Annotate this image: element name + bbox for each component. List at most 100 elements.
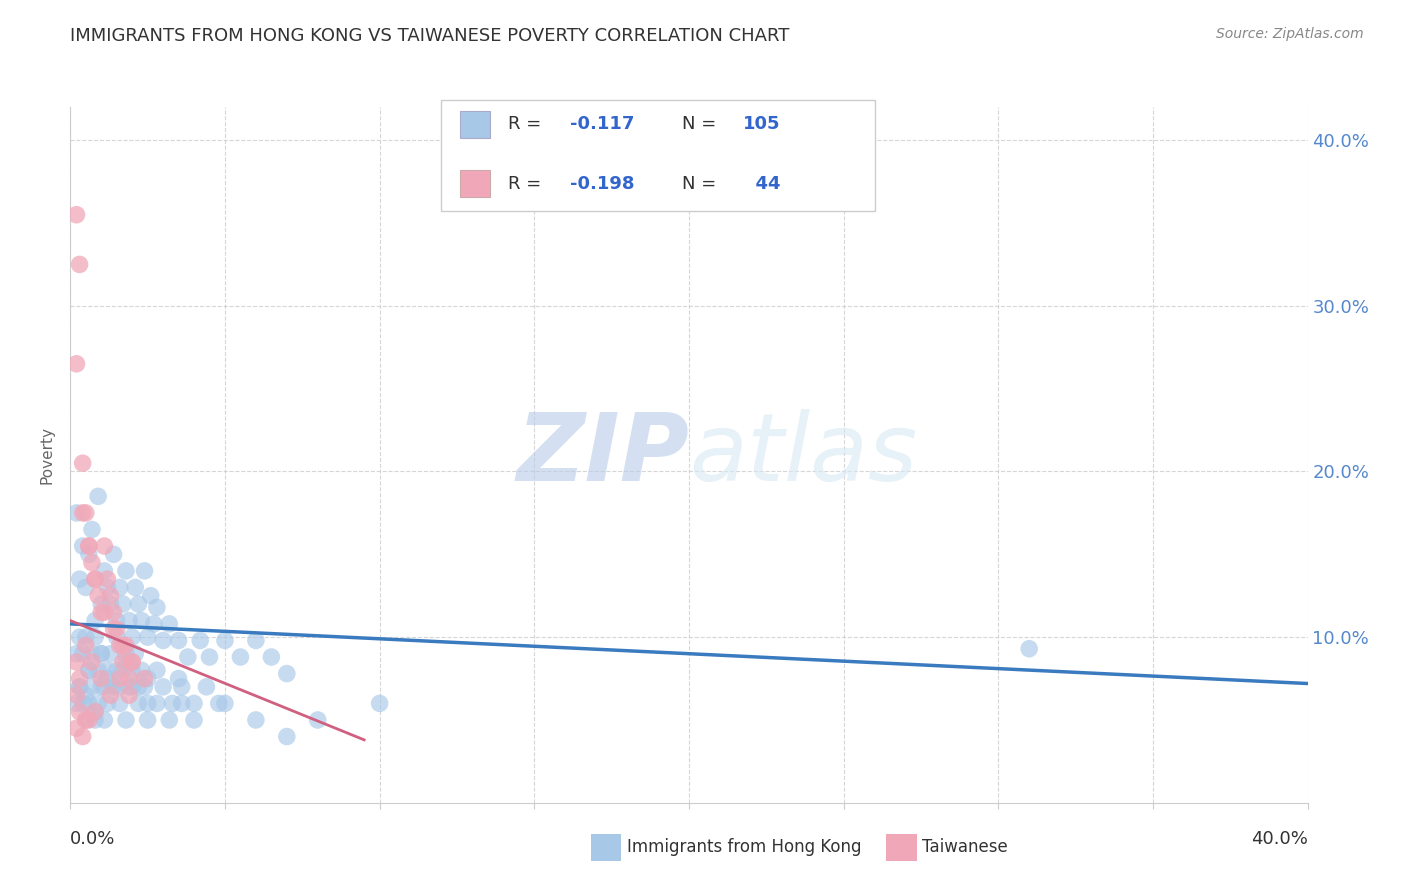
Point [100, 647, 122, 661]
Point [245, 633, 267, 648]
Point [103, 547, 125, 561]
Point [115, 647, 138, 661]
Point [111, 655, 134, 669]
Point [80, 680, 103, 694]
Point [183, 713, 205, 727]
Point [139, 589, 162, 603]
Point [111, 597, 134, 611]
Point [96, 672, 118, 686]
Point [77, 663, 100, 677]
Text: IMMIGRANTS FROM HONG KONG VS TAIWANESE POVERTY CORRELATION CHART: IMMIGRANTS FROM HONG KONG VS TAIWANESE P… [70, 27, 790, 45]
Point [84, 705, 107, 719]
Text: Source: ZipAtlas.com: Source: ZipAtlas.com [1216, 27, 1364, 41]
Point [69, 630, 91, 644]
Point [108, 672, 131, 686]
Point [170, 697, 193, 711]
Point [134, 680, 156, 694]
Point [127, 597, 149, 611]
Point [121, 680, 143, 694]
Text: -0.117: -0.117 [571, 115, 634, 134]
Point [65, 655, 87, 669]
Point [136, 697, 159, 711]
Point [108, 581, 131, 595]
Point [75, 630, 97, 644]
Point [198, 650, 221, 665]
Point [136, 672, 159, 686]
Point [105, 614, 128, 628]
Point [100, 688, 122, 702]
Point [69, 572, 91, 586]
Point [69, 680, 91, 694]
Point [118, 688, 141, 702]
Point [152, 680, 174, 694]
Point [77, 539, 100, 553]
Point [77, 539, 100, 553]
Point [65, 688, 87, 702]
Text: R =: R = [509, 115, 547, 134]
Point [127, 680, 149, 694]
Point [69, 672, 91, 686]
Point [72, 506, 94, 520]
Point [77, 713, 100, 727]
Point [127, 697, 149, 711]
Point [195, 680, 218, 694]
Point [77, 547, 100, 561]
Point [80, 647, 103, 661]
Point [93, 713, 115, 727]
Point [136, 713, 159, 727]
Point [105, 622, 128, 636]
Point [80, 655, 103, 669]
Point [72, 539, 94, 553]
Point [115, 655, 138, 669]
Text: R =: R = [509, 175, 547, 193]
Point [65, 357, 87, 371]
Point [84, 705, 107, 719]
Text: -0.198: -0.198 [571, 175, 634, 193]
Point [111, 663, 134, 677]
Point [93, 605, 115, 619]
Point [75, 581, 97, 595]
Point [260, 650, 283, 665]
Point [84, 572, 107, 586]
Point [121, 655, 143, 669]
Point [134, 564, 156, 578]
Point [188, 633, 211, 648]
Point [93, 539, 115, 553]
Point [65, 721, 87, 735]
Point [75, 713, 97, 727]
Y-axis label: Poverty: Poverty [39, 425, 55, 484]
Point [103, 680, 125, 694]
Point [69, 705, 91, 719]
Point [75, 506, 97, 520]
Point [84, 572, 107, 586]
Point [90, 672, 112, 686]
Point [115, 713, 138, 727]
Point [77, 697, 100, 711]
Point [118, 680, 141, 694]
Point [108, 639, 131, 653]
Point [84, 614, 107, 628]
Point [75, 639, 97, 653]
Point [276, 730, 298, 744]
Point [115, 564, 138, 578]
Point [96, 697, 118, 711]
Point [208, 697, 231, 711]
Point [100, 597, 122, 611]
Point [131, 663, 153, 677]
Point [72, 456, 94, 470]
Point [131, 614, 153, 628]
Point [146, 600, 169, 615]
Point [157, 616, 180, 631]
Point [276, 666, 298, 681]
Point [65, 697, 87, 711]
Point [170, 680, 193, 694]
Point [118, 672, 141, 686]
Point [136, 630, 159, 644]
Point [96, 663, 118, 677]
Point [84, 630, 107, 644]
Point [69, 680, 91, 694]
Point [245, 713, 267, 727]
Text: 105: 105 [744, 115, 780, 134]
Point [72, 697, 94, 711]
Point [90, 597, 112, 611]
